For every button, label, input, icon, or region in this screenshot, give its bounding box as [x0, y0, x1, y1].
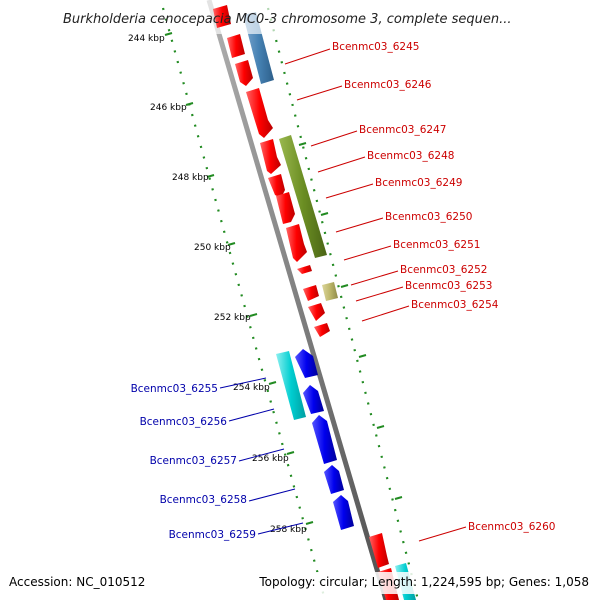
label-leader	[219, 377, 267, 389]
gene-arrow-forward[interactable]	[227, 34, 245, 58]
inner-track-ticks	[298, 142, 403, 500]
gene-label[interactable]: Bcenmc03_6249	[375, 177, 462, 189]
scale-label: 244 kbp	[128, 34, 165, 44]
forward-genes	[213, 5, 399, 600]
scale-tick	[249, 313, 258, 317]
gene-arrow-forward[interactable]	[314, 323, 330, 337]
label-leader	[296, 85, 343, 101]
label-leader	[361, 305, 410, 322]
gene-arrow-reverse[interactable]	[303, 385, 324, 414]
gene-arrow-forward[interactable]	[286, 224, 307, 262]
gene-label[interactable]: Bcenmc03_6255	[131, 383, 218, 395]
scale-tick	[268, 381, 277, 385]
inner-tick	[298, 142, 307, 146]
label-leader	[335, 217, 384, 233]
label-leader	[350, 270, 399, 286]
feature-cyan[interactable]	[276, 351, 306, 420]
gene-label[interactable]: Bcenmc03_6248	[367, 150, 454, 162]
scale-label: 250 kbp	[194, 243, 231, 253]
scale-label: 254 kbp	[233, 383, 270, 393]
label-leader	[257, 522, 304, 535]
feature-olive[interactable]	[279, 135, 327, 258]
footer-backdrop	[0, 572, 600, 594]
label-leader	[248, 488, 296, 502]
gene-label[interactable]: Bcenmc03_6257	[150, 455, 237, 467]
label-leader	[238, 448, 285, 462]
inner-tick	[376, 425, 385, 429]
scale-label: 246 kbp	[150, 103, 187, 113]
gene-arrow-forward[interactable]	[303, 285, 319, 301]
gene-arrow-forward[interactable]	[235, 60, 253, 86]
feature-khaki[interactable]	[322, 282, 338, 301]
gene-arrow-forward[interactable]	[213, 5, 231, 28]
scale-tick	[305, 521, 314, 525]
gene-arrow-forward[interactable]	[268, 174, 285, 198]
gene-arrow-forward[interactable]	[276, 192, 295, 224]
gene-label[interactable]: Bcenmc03_6250	[385, 211, 472, 223]
gene-arrow-forward[interactable]	[246, 88, 273, 138]
gene-arrow-reverse[interactable]	[324, 465, 344, 494]
label-leader	[310, 130, 358, 147]
gene-label[interactable]: Bcenmc03_6260	[468, 521, 555, 533]
right-gene-labels: Bcenmc03_6245 Bcenmc03_6246 Bcenmc03_624…	[284, 41, 555, 542]
sequence-summary: Topology: circular; Length: 1,224,595 bp…	[258, 575, 589, 589]
gene-arrow-reverse[interactable]	[333, 495, 354, 530]
label-leader	[325, 183, 374, 199]
chromosome-backbone	[206, 0, 389, 600]
feature-track	[243, 12, 416, 600]
scale-tick	[164, 32, 173, 36]
inner-tick	[358, 354, 367, 358]
scale-tick	[227, 242, 236, 246]
gene-arrow-forward[interactable]	[260, 139, 281, 174]
scale-ticks	[164, 32, 314, 525]
inner-tick	[340, 284, 349, 288]
gene-arrow-reverse[interactable]	[312, 415, 337, 464]
gene-label[interactable]: Bcenmc03_6246	[344, 79, 432, 91]
gene-arrow-reverse[interactable]	[295, 349, 318, 378]
map-title: Burkholderia cenocepacia MC0-3 chromosom…	[63, 12, 511, 27]
scale-tick	[286, 451, 295, 455]
accession-text: Accession: NC_010512	[9, 575, 145, 589]
scale-tick	[206, 174, 215, 178]
gene-label[interactable]: Bcenmc03_6256	[140, 416, 228, 428]
gene-arrow-forward[interactable]	[308, 303, 325, 321]
scale-label: 258 kbp	[270, 525, 307, 535]
label-leader	[317, 156, 366, 173]
scale-label: 256 kbp	[252, 454, 289, 464]
label-leader	[284, 48, 331, 65]
label-leader	[343, 245, 392, 261]
gene-label[interactable]: Bcenmc03_6258	[160, 494, 247, 506]
inner-tick	[320, 212, 329, 216]
label-leader	[228, 408, 275, 422]
label-leader	[418, 526, 467, 542]
gene-arrow-forward[interactable]	[297, 265, 312, 274]
reverse-genes	[295, 349, 354, 530]
left-gene-labels: Bcenmc03_6255 Bcenmc03_6256 Bcenmc03_625…	[131, 377, 304, 541]
inner-tick	[394, 496, 403, 500]
gene-label[interactable]: Bcenmc03_6252	[400, 264, 487, 276]
scale-labels: 244 kbp 246 kbp 248 kbp 250 kbp 252 kbp …	[128, 34, 307, 535]
gene-label[interactable]: Bcenmc03_6254	[411, 299, 499, 311]
gene-label[interactable]: Bcenmc03_6251	[393, 239, 480, 251]
scale-label: 252 kbp	[214, 313, 251, 323]
gene-label[interactable]: Bcenmc03_6247	[359, 124, 446, 136]
label-leader	[355, 286, 404, 302]
gene-arrow-forward[interactable]	[369, 533, 389, 568]
gene-label[interactable]: Bcenmc03_6253	[405, 280, 492, 292]
gene-label[interactable]: Bcenmc03_6259	[169, 529, 256, 541]
scale-label: 248 kbp	[172, 173, 209, 183]
gene-label[interactable]: Bcenmc03_6245	[332, 41, 419, 53]
scale-tick	[185, 102, 194, 106]
